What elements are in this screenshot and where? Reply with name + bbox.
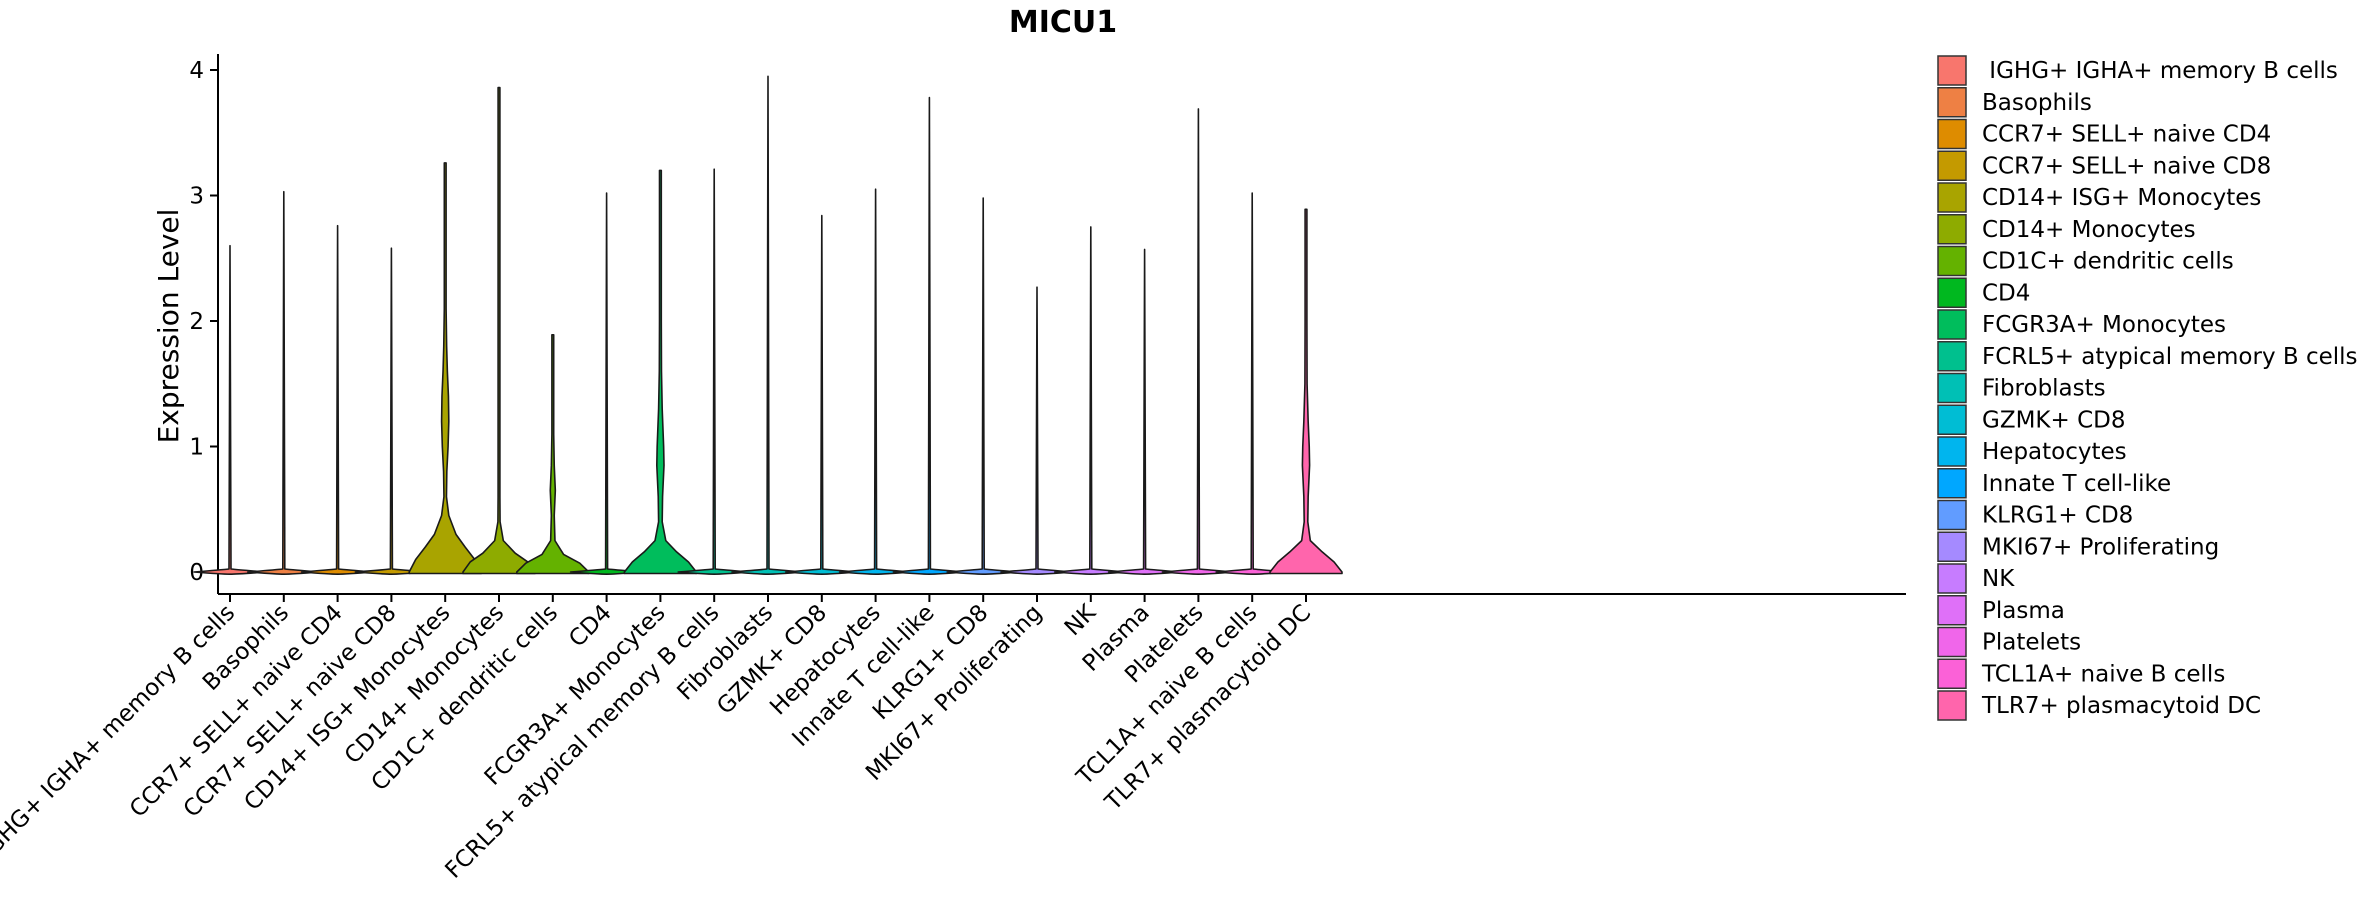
legend-label: KLRG1+ CD8: [1982, 503, 2133, 529]
legend-key: [1937, 531, 1967, 562]
violin: [1269, 208, 1343, 575]
legend-key: [1937, 245, 1967, 277]
violin: [1054, 226, 1128, 575]
legend-label: CD1C+ dendritic cells: [1982, 249, 2234, 275]
violin: [1215, 192, 1289, 575]
legend-key: [1937, 277, 1967, 308]
y-tick-label: 4: [189, 58, 204, 84]
legend-label: Innate T cell-like: [1982, 471, 2171, 497]
violin: [946, 197, 1020, 575]
legend-key: [1937, 595, 1967, 626]
violin: [892, 96, 967, 575]
legend-key: [1937, 55, 1967, 86]
legend-key: [1937, 436, 1967, 467]
violin: [677, 168, 751, 575]
legend-key: [1937, 404, 1967, 435]
violin: [569, 192, 644, 575]
legend-label: Plasma: [1982, 598, 2065, 624]
violin: [247, 190, 321, 575]
legend-label: CCR7+ SELL+ naive CD4: [1982, 122, 2271, 148]
violin: [300, 224, 375, 575]
violin: [516, 334, 590, 575]
legend-key: [1937, 658, 1967, 689]
legend-key: [1937, 182, 1967, 213]
legend-label: TCL1A+ naive B cells: [1981, 661, 2225, 687]
legend-key: [1937, 87, 1967, 118]
legend-label: CD14+ Monocytes: [1982, 217, 2196, 243]
violin: [462, 86, 536, 575]
legend-label: GZMK+ CD8: [1982, 407, 2126, 433]
legend-label: IGHG+ IGHA+ memory B cells: [1982, 58, 2338, 84]
legend-key: [1937, 372, 1967, 404]
chart-title: MICU1: [1009, 5, 1117, 40]
legend-label: FCRL5+ atypical memory B cells: [1982, 344, 2358, 370]
x-tick-label: CCR7+ SELL+ naive CD4: [125, 600, 348, 823]
legend-label: FCGR3A+ Monocytes: [1982, 312, 2226, 338]
legend-label: MKI67+ Proliferating: [1982, 534, 2219, 560]
violin: [354, 247, 429, 575]
legend-key: [1937, 626, 1967, 658]
plot-area: 01234 IGHG+ IGHA+ memory B cellsBasophil…: [0, 54, 1906, 884]
violin: [193, 244, 267, 575]
legend-key: [1937, 150, 1967, 181]
legend-key: [1937, 468, 1967, 499]
violin: [1000, 286, 1074, 575]
legend-key: [1937, 309, 1967, 340]
legend: IGHG+ IGHA+ memory B cells Basophils CCR7+…: [1937, 55, 2358, 721]
legend-key: [1937, 341, 1967, 372]
legend-key: [1937, 499, 1967, 531]
legend-label: CCR7+ SELL+ naive CD8: [1982, 153, 2271, 179]
violin: [1161, 108, 1236, 575]
legend-label: CD4: [1982, 280, 2030, 306]
y-tick-label: 3: [189, 184, 204, 210]
violin: [731, 75, 805, 575]
legend-key: [1937, 690, 1967, 721]
legend-key: [1937, 214, 1967, 245]
legend-key: [1937, 563, 1967, 594]
legend-key: [1937, 118, 1967, 150]
y-axis-title: Expression Level: [152, 209, 185, 444]
violin: [1107, 248, 1182, 575]
legend-label: CD14+ ISG+ Monocytes: [1982, 185, 2261, 211]
legend-label: Platelets: [1982, 630, 2081, 656]
y-tick-label: 1: [189, 435, 204, 461]
x-tick-label: NK: [1060, 599, 1102, 641]
violin: [785, 214, 859, 575]
y-tick-label: 2: [189, 309, 204, 335]
legend-label: Fibroblasts: [1982, 376, 2106, 402]
legend-label: NK: [1982, 566, 2015, 592]
legend-label: Hepatocytes: [1982, 439, 2127, 465]
violin: [838, 188, 913, 575]
legend-label: TLR7+ plasmacytoid DC: [1981, 693, 2261, 719]
legend-label: Basophils: [1982, 90, 2092, 116]
violin: [623, 169, 698, 575]
violin: [408, 162, 482, 575]
